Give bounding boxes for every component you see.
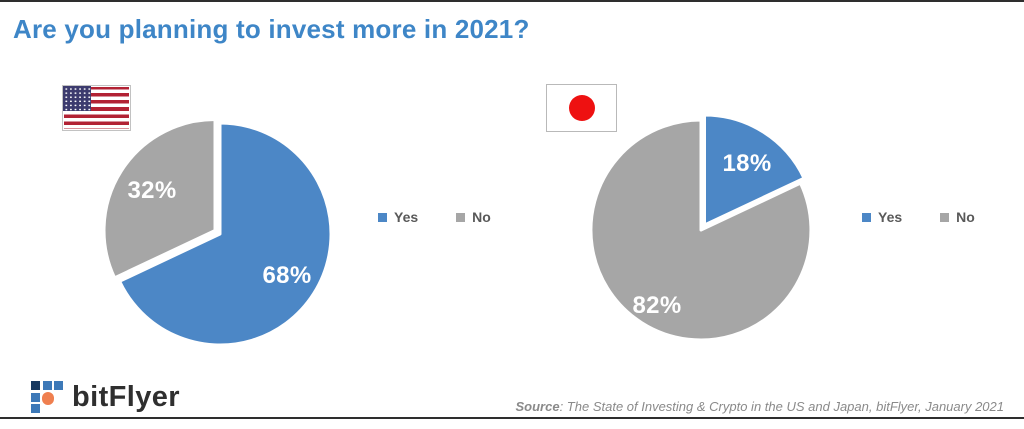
japan-pie-label-no: 82% — [632, 292, 682, 319]
page-title: Are you planning to invest more in 2021? — [13, 14, 530, 44]
us-pie-label-yes: 68% — [262, 262, 312, 289]
japan-pie-slice-yes — [703, 113, 806, 227]
japan-flag-icon — [546, 84, 617, 132]
yes-swatch-icon — [378, 212, 387, 222]
japan-pie-slice-no — [589, 118, 813, 342]
us-legend-item-no: No — [456, 209, 491, 225]
us-pie-slice-no — [102, 118, 217, 280]
us-pie-chart — [102, 118, 333, 347]
source-text: : The State of Investing & Crypto in the… — [559, 399, 1004, 414]
legend-label-yes: Yes — [878, 209, 903, 225]
source-label: Source — [515, 399, 560, 414]
logo-square — [31, 392, 40, 402]
japan-pie-chart — [589, 113, 813, 342]
bitflyer-logo: bitFlyer — [31, 380, 191, 420]
bitflyer-wordmark: bitFlyer — [72, 381, 180, 413]
logo-square — [31, 404, 40, 413]
us-flag-canton — [63, 86, 91, 111]
us-pie-slice-yes — [118, 121, 333, 347]
us-pie-label-no: 32% — [127, 177, 177, 204]
no-swatch-icon — [456, 212, 466, 222]
us-legend-item-yes: Yes — [378, 209, 418, 225]
japan-legend-item-no: No — [940, 209, 975, 225]
bottom-divider — [0, 417, 1024, 419]
yes-swatch-icon — [862, 212, 871, 222]
top-divider — [0, 0, 1024, 2]
us-flag-icon — [62, 85, 131, 131]
logo-square — [42, 381, 52, 390]
source-attribution: Source: The State of Investing & Crypto … — [516, 399, 1005, 414]
us-legend: Yes No — [378, 209, 491, 225]
logo-square — [31, 381, 40, 390]
japan-legend-item-yes: Yes — [862, 209, 902, 225]
logo-square — [54, 381, 63, 390]
legend-label-no: No — [472, 209, 491, 225]
logo-orange-dot-icon — [41, 392, 54, 405]
legend-label-yes: Yes — [394, 209, 419, 225]
no-swatch-icon — [940, 212, 950, 222]
bitflyer-logo-icon — [31, 381, 65, 415]
japan-legend: Yes No — [862, 209, 975, 225]
legend-label-no: No — [956, 209, 975, 225]
japan-flag-sun — [568, 95, 595, 121]
japan-pie-label-yes: 18% — [722, 150, 772, 177]
